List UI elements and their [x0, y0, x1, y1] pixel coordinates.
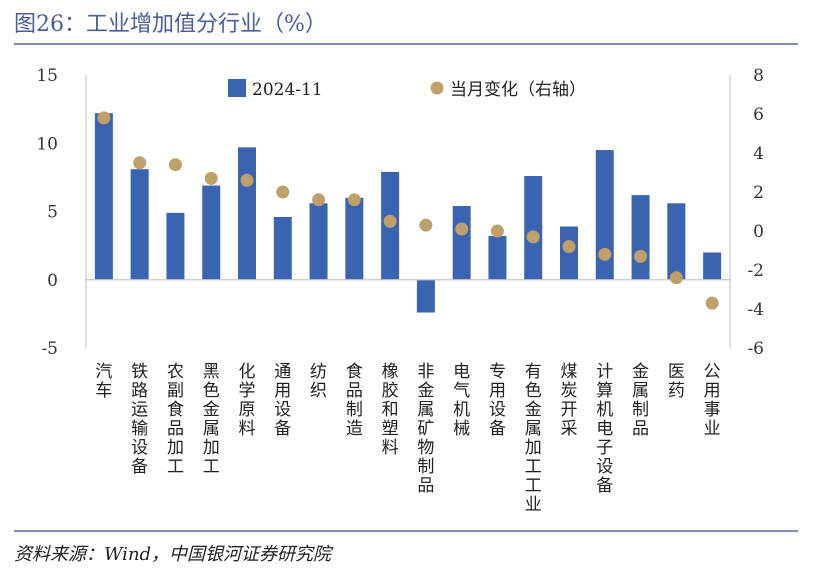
category-label: 电气机械	[453, 362, 470, 439]
title-divider	[14, 43, 798, 45]
change-point	[240, 173, 254, 187]
left-axis-tick-label: -5	[41, 339, 58, 359]
category-label: 金属制品	[632, 362, 649, 439]
chart-area: 15 10 5 0 -5 8 6 4 2 0 -2 -4 -6 汽车 铁路运输设备 农副食品加工 黑色金属加工 化…	[36, 66, 764, 515]
change-point	[276, 185, 290, 199]
left-axis-tick-label: 0	[47, 271, 58, 291]
change-point	[383, 214, 397, 228]
category-label: 计算机电子设备	[596, 362, 613, 496]
bar	[524, 176, 543, 280]
change-point	[455, 222, 469, 236]
change-point	[419, 218, 433, 232]
bar	[452, 206, 471, 280]
bar	[345, 197, 364, 280]
change-point	[133, 156, 147, 170]
category-label: 食品制造	[346, 362, 363, 439]
category-label: 化学原料	[239, 362, 256, 439]
change-point	[526, 230, 540, 244]
bar	[631, 195, 650, 280]
category-label: 医药	[668, 362, 685, 401]
change-point	[705, 296, 719, 310]
change-point	[204, 171, 218, 185]
bar	[130, 169, 149, 280]
change-point	[490, 224, 504, 238]
source-note: 资料来源：Wind，中国银河证券研究院	[14, 544, 332, 565]
bar	[309, 203, 328, 280]
change-point	[347, 193, 361, 207]
bar	[416, 279, 435, 313]
category-label: 农副食品加工	[167, 362, 184, 477]
bar	[202, 185, 221, 280]
legend-bar-label: 2024-11	[252, 80, 323, 100]
right-axis-tick-label: -2	[747, 261, 764, 281]
category-label: 黑色金属加工	[203, 362, 220, 477]
bar	[488, 236, 507, 280]
bar	[238, 147, 256, 280]
right-axis-tick-label: 6	[753, 105, 764, 125]
footer-divider	[14, 530, 798, 532]
bar	[703, 252, 722, 280]
right-axis-tick-label: -6	[747, 339, 764, 359]
right-axis-tick-label: 0	[753, 222, 764, 242]
category-label: 公用事业	[704, 362, 721, 439]
category-label: 煤炭开采	[561, 362, 578, 439]
category-label: 通用设备	[274, 362, 291, 439]
right-axis-tick-label: 4	[753, 144, 764, 164]
right-axis-tick-label: 2	[753, 183, 764, 203]
category-label: 有色金属加工工业	[525, 362, 542, 515]
left-axis-tick-label: 10	[36, 134, 58, 154]
change-point	[598, 247, 612, 261]
category-label: 非金属矿物制品	[417, 362, 434, 496]
bar	[273, 216, 292, 280]
legend-dot-swatch	[430, 81, 444, 95]
legend-bar-swatch	[228, 79, 246, 97]
chart-title: 图26：工业增加值分行业（%）	[14, 12, 327, 37]
bar	[166, 212, 185, 280]
legend-dot-label: 当月变化（右轴）	[450, 80, 586, 100]
category-label: 汽车	[95, 362, 112, 401]
change-point	[669, 271, 683, 285]
category-label: 橡胶和塑料	[382, 362, 399, 458]
right-axis-tick-label: -4	[747, 300, 764, 320]
bar	[667, 203, 686, 280]
left-axis-tick-label: 15	[36, 66, 58, 86]
change-point	[168, 158, 182, 172]
left-axis-tick-label: 5	[47, 203, 58, 223]
change-point	[634, 249, 648, 263]
bar	[595, 150, 614, 280]
category-label: 铁路运输设备	[131, 362, 148, 477]
change-point	[97, 111, 111, 125]
bar	[560, 226, 578, 280]
category-label: 专用设备	[489, 362, 506, 439]
category-label: 纺织	[310, 362, 327, 401]
bar	[94, 113, 113, 280]
change-point	[562, 240, 576, 254]
change-point	[312, 193, 326, 207]
right-axis-tick-label: 8	[753, 66, 764, 86]
